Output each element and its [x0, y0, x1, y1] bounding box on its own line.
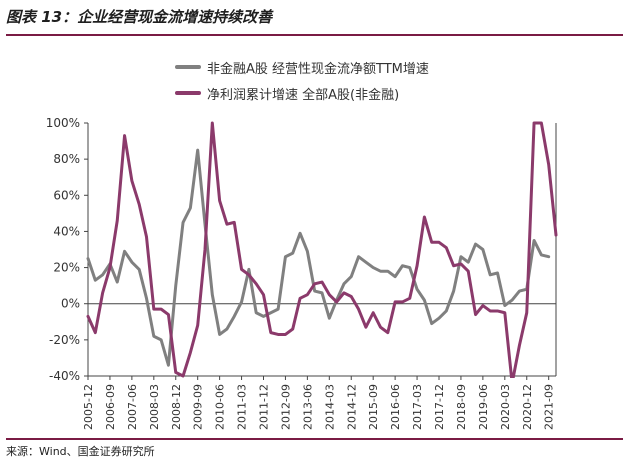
legend-item-magenta: 净利润累计增速 全部A股(非金融)	[175, 80, 429, 106]
x-tick-label: 2019-06	[477, 384, 490, 430]
x-tick-label: 2013-06	[301, 384, 314, 430]
y-tick-label: 0%	[61, 297, 80, 311]
x-tick-label: 2006-09	[104, 384, 117, 430]
y-tick-label: -40%	[49, 369, 80, 383]
series-line-cashflow	[86, 148, 551, 367]
x-tick-label: 2018-09	[455, 384, 468, 430]
y-tick-label: 40%	[53, 224, 80, 238]
series-line-net-profit	[86, 121, 558, 378]
x-tick-label: 2014-12	[345, 384, 358, 430]
legend-swatch-magenta	[175, 91, 201, 95]
x-tick-label: 2017-03	[411, 384, 424, 430]
x-tick-label: 2017-12	[433, 384, 446, 430]
x-tick-label: 2011-03	[236, 384, 249, 430]
x-tick-label: 2009-09	[192, 384, 205, 430]
y-tick-label: 80%	[53, 152, 80, 166]
figure-title: 图表 13：企业经营现金流增速持续改善	[6, 8, 273, 26]
legend-label-magenta: 净利润累计增速 全部A股(非金融)	[207, 87, 400, 103]
y-tick-label: 60%	[53, 188, 80, 202]
x-tick-label: 2020-12	[521, 384, 534, 430]
x-tick-label: 2005-12	[82, 384, 95, 430]
y-tick-label: 20%	[53, 261, 80, 275]
x-tick-label: 2008-03	[148, 384, 161, 430]
x-tick-label: 2012-09	[279, 384, 292, 430]
x-tick-label: 2008-12	[170, 384, 183, 430]
x-tick-label: 2015-09	[367, 384, 380, 430]
title-rule	[6, 34, 623, 36]
x-tick-label: 2021-09	[543, 384, 556, 430]
source-note: 来源：Wind、国金证券研究所	[6, 445, 155, 458]
chart-legend: 非金融A股 经营性现金流净额TTM增速 净利润累计增速 全部A股(非金融)	[175, 54, 429, 106]
y-tick-label: 100%	[46, 116, 80, 130]
legend-swatch-gray	[175, 65, 201, 69]
source-rule	[6, 438, 623, 440]
legend-label-gray: 非金融A股 经营性现金流净额TTM增速	[207, 61, 429, 77]
x-tick-label: 2020-03	[499, 384, 512, 430]
x-tick-label: 2014-03	[323, 384, 336, 430]
x-tick-label: 2007-06	[126, 384, 139, 430]
y-tick-label: -20%	[49, 333, 80, 347]
legend-item-gray: 非金融A股 经营性现金流净额TTM增速	[175, 54, 429, 80]
x-tick-label: 2016-06	[389, 384, 402, 430]
x-tick-label: 2011-12	[258, 384, 271, 430]
x-tick-label: 2010-06	[214, 384, 227, 430]
